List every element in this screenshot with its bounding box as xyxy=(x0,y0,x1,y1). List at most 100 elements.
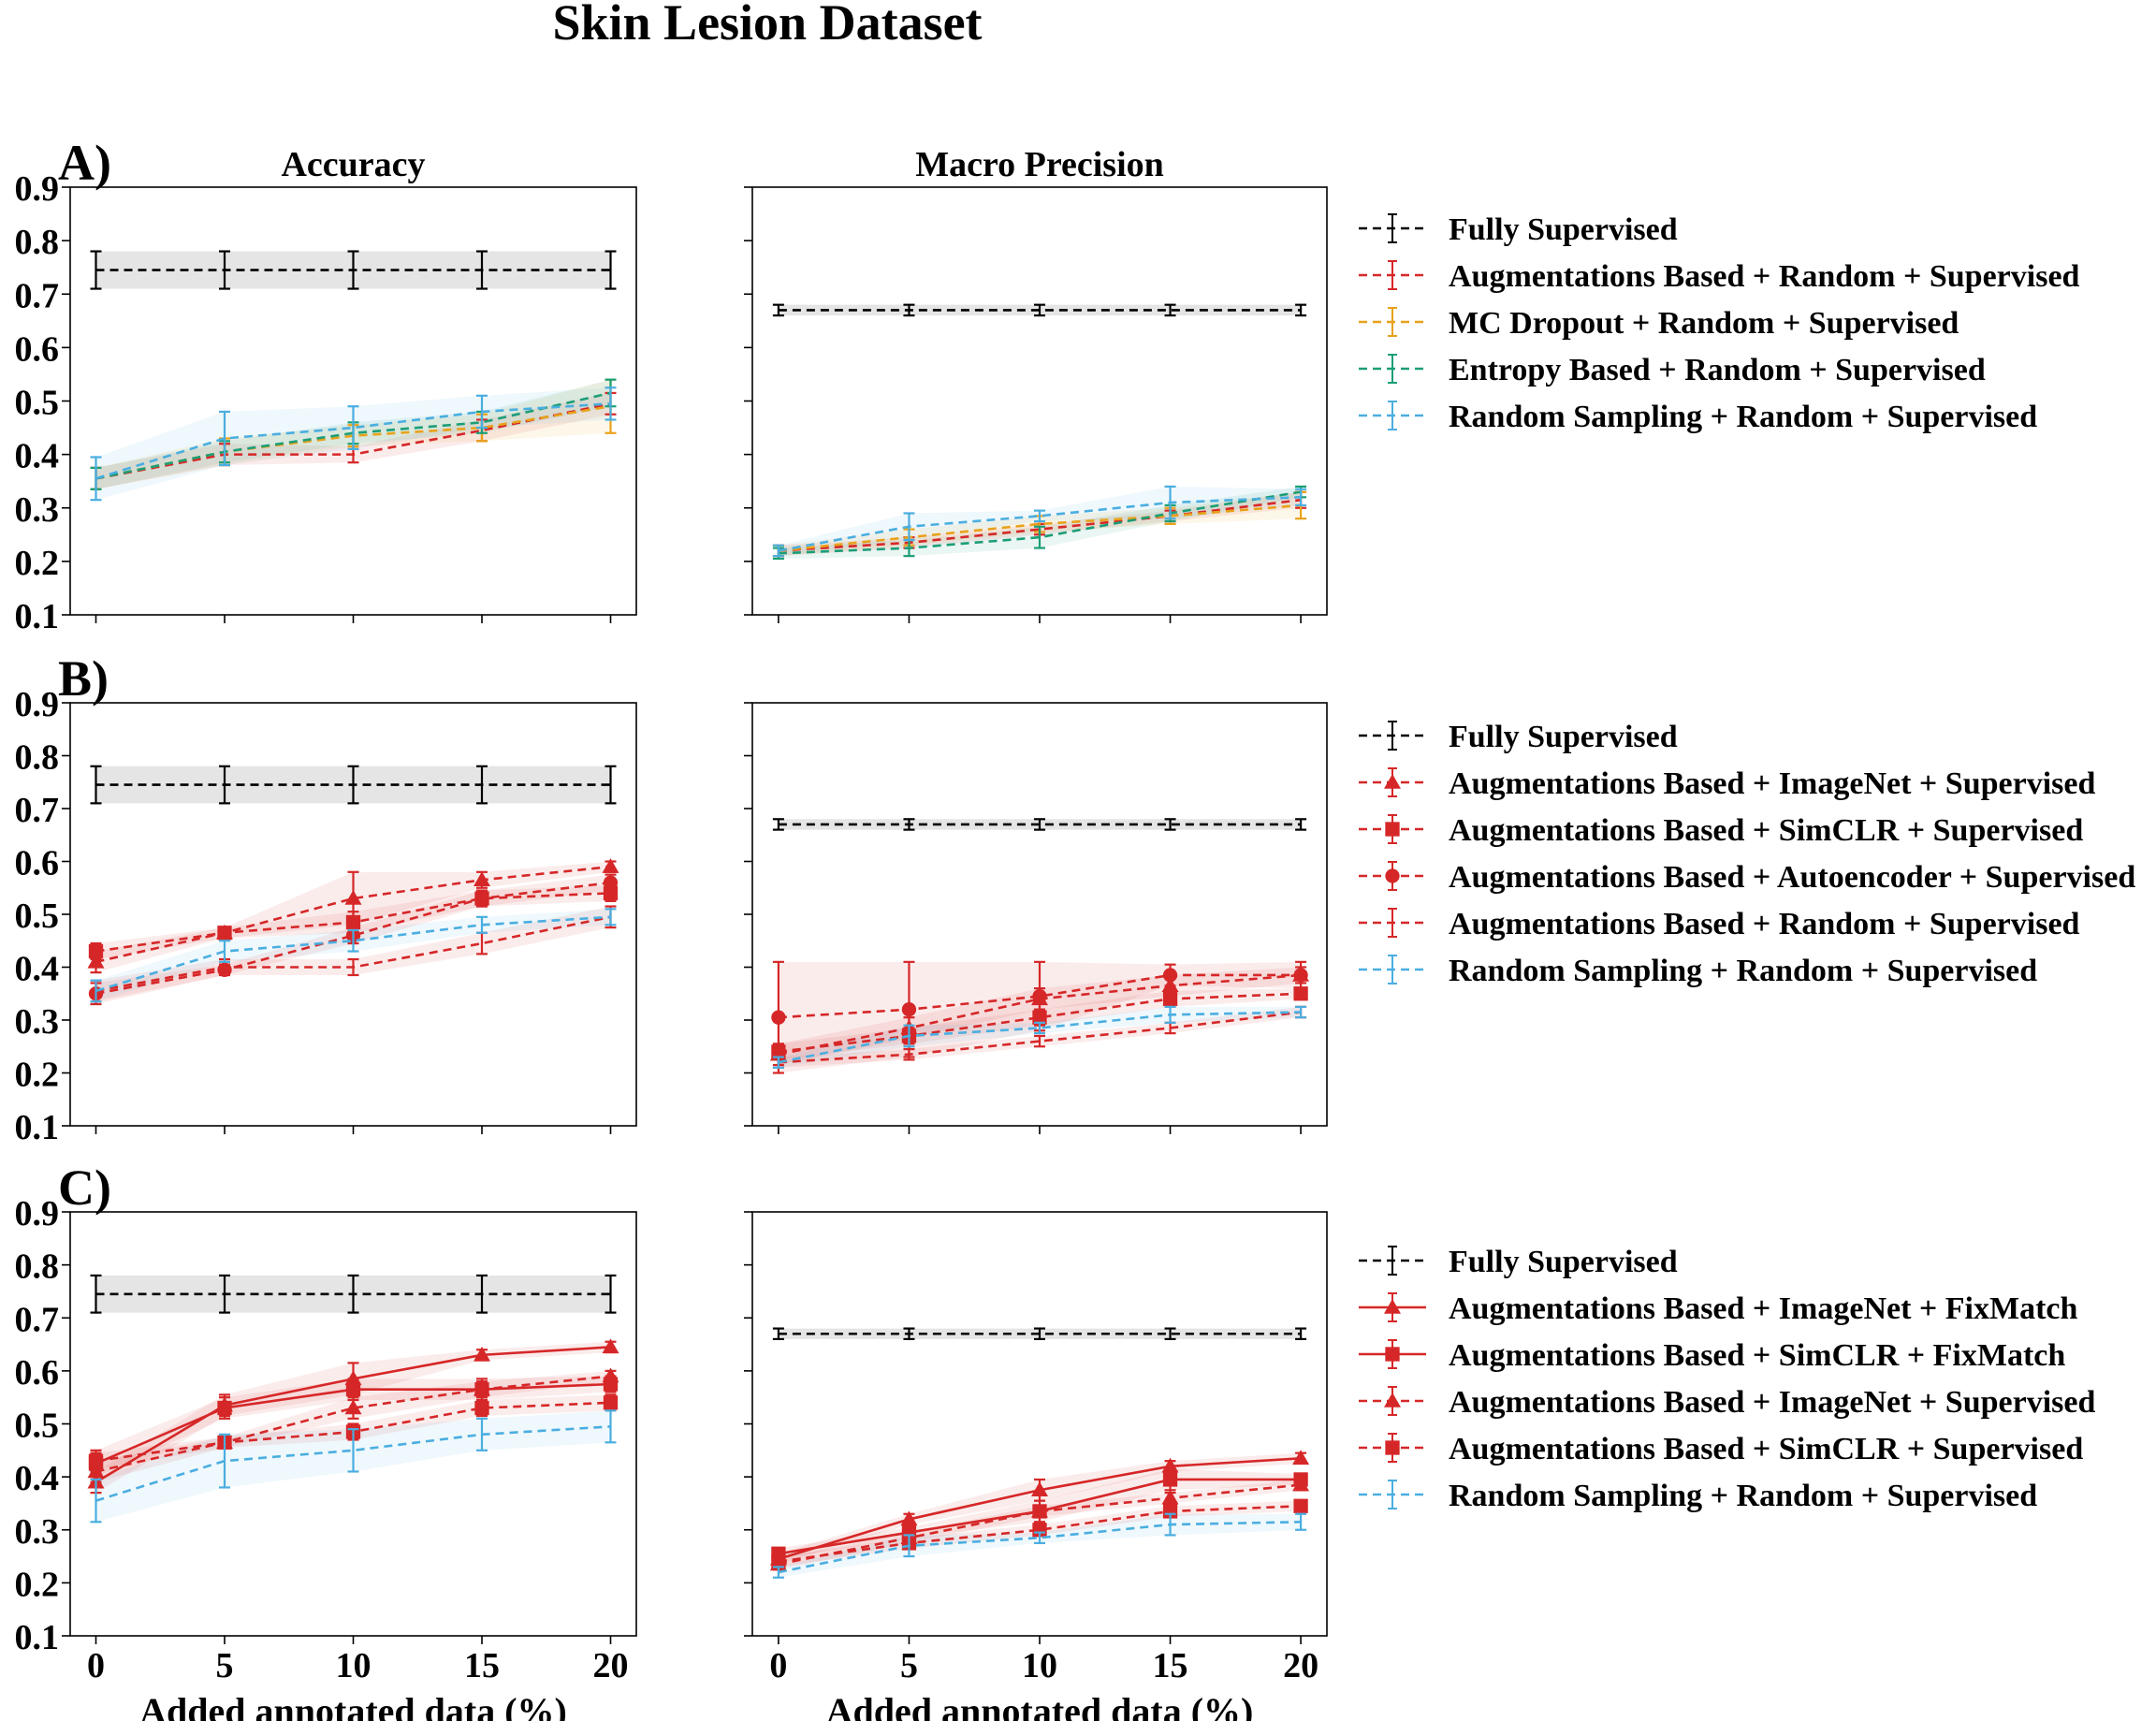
x-axis-label: Added annotated data (%) xyxy=(826,1690,1254,1721)
series-line xyxy=(778,503,1302,552)
y-tick-label: 0.9 xyxy=(15,1194,60,1233)
x-axis-label: Added annotated data (%) xyxy=(139,1690,567,1721)
x-tick-label: 20 xyxy=(1283,1646,1318,1685)
legend-entry: Augmentations Based + Random + Supervise… xyxy=(1359,907,2080,941)
y-tick-label: 0.1 xyxy=(15,1618,60,1657)
legend-label: MC Dropout + Random + Supervised xyxy=(1449,306,1959,341)
legend-label: Fully Supervised xyxy=(1449,212,1678,247)
data-point xyxy=(345,1382,361,1397)
series-line xyxy=(778,973,1302,1019)
data-point xyxy=(1031,1502,1048,1518)
y-tick-label: 0.5 xyxy=(15,1407,60,1446)
data-point xyxy=(1292,1450,1310,1466)
legend-label: Augmentations Based + SimCLR + Supervise… xyxy=(1449,1432,2083,1466)
y-tick-label: 0.8 xyxy=(15,223,60,262)
data-point xyxy=(602,1338,619,1354)
x-tick-label: 20 xyxy=(593,1646,629,1685)
y-tick-label: 0.2 xyxy=(15,1056,60,1095)
series-line xyxy=(95,915,611,993)
data-point xyxy=(88,1453,104,1468)
chart-panel-5: 0.1 0.2 0.3 0.4 0.5 0.6 0.7 0.8 0.9 0 5 10 15 20 C) Add… xyxy=(15,1159,637,1721)
y-tick-label: 0.4 xyxy=(15,437,60,476)
panels: 0.1 0.2 0.3 0.4 0.5 0.6 0.7 0.8 0.9 Accuracy A) Mac… xyxy=(15,135,1328,1721)
legend-entry: Augmentations Based + Autoencoder + Supe… xyxy=(1359,860,2135,895)
legend-label: Augmentations Based + ImageNet + Supervi… xyxy=(1449,766,2095,801)
series-line xyxy=(95,402,611,480)
legend-entry: Fully Supervised xyxy=(1359,1245,1678,1279)
legend-entry: Augmentations Based + ImageNet + Supervi… xyxy=(1359,1385,2095,1420)
series-1 xyxy=(90,1274,617,1314)
data-point xyxy=(1161,1489,1179,1505)
y-tick-label: 0.4 xyxy=(15,950,60,989)
x-tick-label: 15 xyxy=(1153,1646,1188,1685)
series-line xyxy=(778,1483,1302,1566)
y-tick-label: 0.4 xyxy=(15,1459,60,1498)
data-point xyxy=(771,1010,786,1025)
x-tick-label: 0 xyxy=(87,1646,105,1685)
legend-label: Augmentations Based + SimCLR + FixMatch xyxy=(1449,1338,2065,1373)
data-point xyxy=(217,926,232,941)
data-point xyxy=(473,1380,490,1396)
series-line xyxy=(778,1011,1302,1064)
legend-entry: Random Sampling + Random + Supervised xyxy=(1359,400,2037,434)
data-point xyxy=(474,891,489,906)
series-1 xyxy=(772,303,1307,317)
data-point xyxy=(1293,1498,1308,1513)
data-point xyxy=(473,1346,490,1362)
legend-label: Random Sampling + Random + Supervised xyxy=(1449,1479,2037,1513)
data-point xyxy=(1292,1476,1310,1492)
data-point xyxy=(1293,986,1308,1001)
data-point xyxy=(901,1002,917,1017)
legend-1: Fully Supervised Augmentations Based + Ra… xyxy=(1359,212,2080,434)
legend-label: Fully Supervised xyxy=(1449,1245,1678,1279)
chart-panel-4 xyxy=(744,702,1328,1134)
confidence-band xyxy=(778,1452,1302,1565)
legend-label: Augmentations Based + ImageNet + Supervi… xyxy=(1449,1385,2095,1420)
legend-marker xyxy=(1384,774,1401,789)
chart-panel-1: 0.1 0.2 0.3 0.4 0.5 0.6 0.7 0.8 0.9 Accuracy A) xyxy=(15,135,637,636)
series-6 xyxy=(772,1512,1307,1579)
legend-marker xyxy=(1385,1347,1400,1362)
y-tick-label: 0.8 xyxy=(15,1247,60,1287)
legend-entry: Augmentations Based + Random + Supervise… xyxy=(1359,259,2080,294)
series-line xyxy=(778,1504,1302,1564)
legend-marker xyxy=(1385,1440,1400,1455)
data-point xyxy=(473,871,490,887)
data-point xyxy=(603,1395,619,1410)
legend-entry: Random Sampling + Random + Supervised xyxy=(1359,1479,2037,1513)
chart-panel-6: 0 5 10 15 20 Added annotated data (%) xyxy=(744,1211,1328,1721)
data-point xyxy=(602,858,619,873)
y-tick-label: 0.6 xyxy=(15,844,60,883)
series-line xyxy=(95,881,611,996)
legend-entry: Augmentations Based + ImageNet + FixMatc… xyxy=(1359,1291,2078,1326)
row-label: A) xyxy=(58,135,111,191)
series-1 xyxy=(90,250,617,290)
legend-label: Augmentations Based + ImageNet + FixMatc… xyxy=(1449,1291,2078,1326)
y-tick-label: 0.5 xyxy=(15,897,60,936)
legend-marker xyxy=(1385,868,1400,883)
series-line xyxy=(778,1520,1302,1574)
legend-entry: Random Sampling + Random + Supervised xyxy=(1359,954,2037,988)
x-tick-label: 15 xyxy=(464,1646,500,1685)
data-point xyxy=(1031,1481,1048,1497)
series-line xyxy=(778,498,1302,552)
y-tick-label: 0.7 xyxy=(15,1300,60,1339)
series-line xyxy=(95,391,611,480)
series-line xyxy=(778,496,1302,552)
legend-label: Fully Supervised xyxy=(1449,720,1678,754)
legend-label: Augmentations Based + Random + Supervise… xyxy=(1449,259,2080,294)
data-point xyxy=(344,1370,362,1386)
y-tick-label: 0.7 xyxy=(15,791,60,830)
legend-label: Random Sampling + Random + Supervised xyxy=(1449,400,2037,434)
legend-entry: Fully Supervised xyxy=(1359,212,1678,247)
y-tick-label: 0.3 xyxy=(15,490,60,530)
y-tick-label: 0.9 xyxy=(15,685,60,724)
data-point xyxy=(88,943,104,959)
y-tick-label: 0.6 xyxy=(15,1353,60,1393)
legend-label: Augmentations Based + Autoencoder + Supe… xyxy=(1449,860,2135,895)
legends: Fully Supervised Augmentations Based + Ra… xyxy=(1359,212,2135,1513)
legend-label: Entropy Based + Random + Supervised xyxy=(1449,353,1986,387)
series-6 xyxy=(772,1005,1307,1069)
x-tick-label: 0 xyxy=(769,1646,787,1685)
